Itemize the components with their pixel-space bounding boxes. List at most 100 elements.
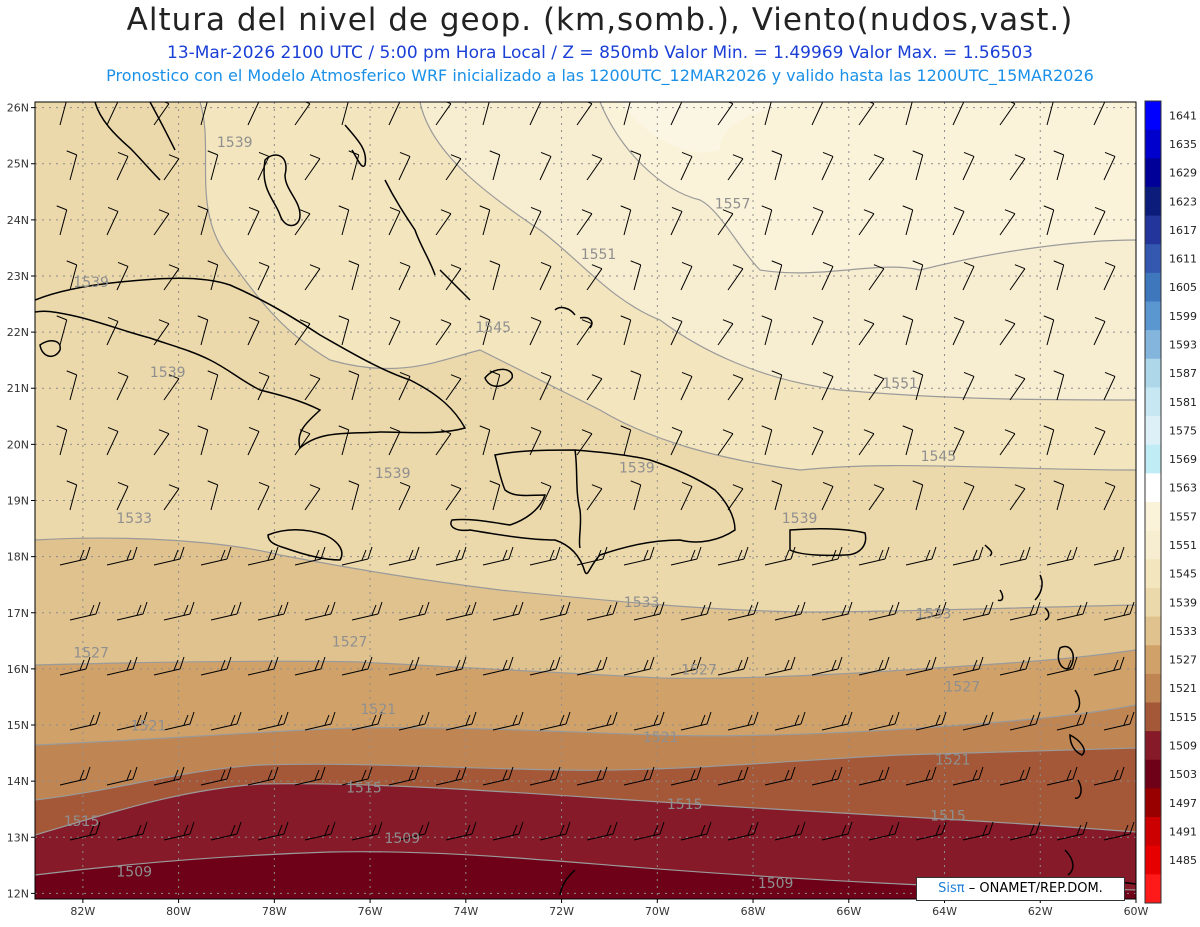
wind-barb <box>106 656 138 676</box>
wind-barb <box>999 102 1016 126</box>
wind-barb <box>247 102 260 126</box>
contour-label: 1521 <box>935 752 971 768</box>
wind-barb <box>435 766 467 786</box>
wind-barb <box>529 766 561 786</box>
wind-barb <box>341 656 373 676</box>
wind-barb <box>1093 102 1106 126</box>
colorbar-label: 1635 <box>1169 138 1197 151</box>
wind-barb <box>482 546 514 566</box>
colorbar-label: 1527 <box>1169 654 1197 667</box>
colorbar-swatch <box>1145 731 1161 761</box>
wind-barb <box>761 315 773 346</box>
wind-barb <box>999 209 1016 236</box>
lat-label: 24N <box>7 214 29 227</box>
wind-barb <box>210 821 242 841</box>
wind-barb <box>341 102 349 126</box>
wind-barb <box>445 821 477 841</box>
lon-label: 64W <box>932 905 957 918</box>
wind-barb <box>116 601 148 621</box>
wind-barb <box>59 102 67 126</box>
wind-barb <box>338 205 350 236</box>
wind-barb <box>905 546 937 566</box>
wind-barb <box>576 546 608 566</box>
colorbar-label: 1539 <box>1169 596 1197 609</box>
colorbar-swatch <box>1145 530 1161 560</box>
wind-barb <box>492 821 524 841</box>
wind-barb <box>539 481 552 511</box>
wind-barb <box>868 264 885 291</box>
contour-label: 1557 <box>715 197 751 213</box>
wind-barb <box>623 102 631 126</box>
contour-label: 1539 <box>782 511 818 527</box>
wind-barb <box>153 319 170 346</box>
colorbar-label: 1503 <box>1169 768 1197 781</box>
wind-barb <box>482 766 514 786</box>
contour-label: 1539 <box>217 135 253 151</box>
lat-label: 14N <box>7 775 29 788</box>
contour-label: 1533 <box>624 595 660 611</box>
colorbar-swatch <box>1145 244 1161 274</box>
wind-barb <box>586 821 618 841</box>
wind-barb <box>912 260 924 291</box>
wind-barb <box>1103 371 1116 401</box>
wind-barb <box>388 656 420 676</box>
wind-barb <box>388 316 401 346</box>
colorbar-label: 1485 <box>1169 854 1197 867</box>
wind-barb <box>197 315 209 346</box>
wind-barb <box>1093 206 1106 236</box>
cuba-coast <box>35 277 467 450</box>
wind-barb <box>1093 766 1125 786</box>
wind-barb <box>153 209 170 236</box>
lon-label: 66W <box>836 905 861 918</box>
wind-barbs <box>56 102 1135 841</box>
wind-barb <box>479 205 491 236</box>
lat-label: 26N <box>7 102 29 115</box>
colorbar-label: 1641 <box>1169 109 1197 122</box>
wind-barb <box>1043 205 1055 236</box>
colorbar: 1641 1635 1629 1623 1617 1611 1605 1599 1593 1587… <box>1144 100 1197 904</box>
wind-barb <box>821 481 834 511</box>
wind-barb <box>539 151 552 181</box>
wind-barb <box>717 429 734 456</box>
colorbar-label: 1617 <box>1169 224 1197 237</box>
lat-label: 17N <box>7 607 29 620</box>
wind-barb <box>435 656 467 676</box>
wind-barb <box>680 601 712 621</box>
wind-barb <box>774 601 806 621</box>
wind-barb <box>529 206 542 236</box>
wind-barb <box>717 102 734 126</box>
wind-barb <box>66 260 78 291</box>
map-title: Altura del nivel de geop. (km,somb.), Vi… <box>126 2 1074 38</box>
wind-barb <box>670 656 702 676</box>
wind-barb <box>388 102 401 126</box>
wind-barb <box>1103 601 1135 621</box>
wind-barb <box>761 425 773 456</box>
wind-barb <box>304 154 321 181</box>
wind-barb <box>1043 315 1055 346</box>
wind-barb <box>620 315 632 346</box>
wind-barb <box>1053 480 1065 511</box>
wind-barb <box>952 546 984 566</box>
wind-barb <box>962 821 994 841</box>
colorbar-swatch <box>1145 788 1161 818</box>
wind-barb <box>482 656 514 676</box>
wind-barb <box>56 205 68 236</box>
colorbar-swatch <box>1145 158 1161 188</box>
wind-barb <box>727 711 759 731</box>
wind-barb <box>207 260 219 291</box>
wind-barb <box>727 374 744 401</box>
wind-barb <box>304 374 321 401</box>
lat-label: 22N <box>7 326 29 339</box>
wind-barb <box>529 546 561 566</box>
colorbar-label: 1545 <box>1169 568 1197 581</box>
wind-barb <box>489 260 501 291</box>
wind-barb <box>163 601 195 621</box>
wind-barb <box>623 656 655 676</box>
wind-barb <box>56 315 68 346</box>
jamaica-coast <box>267 529 343 561</box>
wind-barb <box>1103 481 1116 511</box>
colorbar-swatch <box>1145 759 1161 789</box>
contour-label: 1521 <box>361 702 397 718</box>
wind-barb <box>1046 656 1078 676</box>
colorbar-swatch <box>1145 874 1161 904</box>
